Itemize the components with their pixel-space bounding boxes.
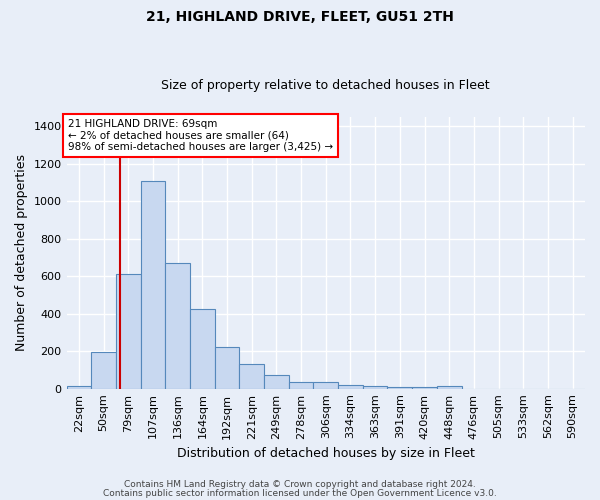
Bar <box>437 386 461 388</box>
Text: Contains public sector information licensed under the Open Government Licence v3: Contains public sector information licen… <box>103 488 497 498</box>
Bar <box>313 382 338 388</box>
Title: Size of property relative to detached houses in Fleet: Size of property relative to detached ho… <box>161 79 490 92</box>
Bar <box>264 374 289 388</box>
Bar <box>338 385 363 388</box>
Bar <box>215 348 239 389</box>
Bar <box>140 180 165 388</box>
Text: 21 HIGHLAND DRIVE: 69sqm
← 2% of detached houses are smaller (64)
98% of semi-de: 21 HIGHLAND DRIVE: 69sqm ← 2% of detache… <box>68 119 333 152</box>
Bar <box>67 386 91 388</box>
Text: Contains HM Land Registry data © Crown copyright and database right 2024.: Contains HM Land Registry data © Crown c… <box>124 480 476 489</box>
Y-axis label: Number of detached properties: Number of detached properties <box>15 154 28 351</box>
Bar <box>289 382 313 388</box>
Bar <box>239 364 264 388</box>
Bar <box>116 274 140 388</box>
X-axis label: Distribution of detached houses by size in Fleet: Distribution of detached houses by size … <box>177 447 475 460</box>
Bar <box>91 352 116 389</box>
Bar <box>363 386 388 388</box>
Bar <box>165 263 190 388</box>
Bar <box>388 387 412 388</box>
Bar <box>412 387 437 388</box>
Bar <box>190 309 215 388</box>
Text: 21, HIGHLAND DRIVE, FLEET, GU51 2TH: 21, HIGHLAND DRIVE, FLEET, GU51 2TH <box>146 10 454 24</box>
